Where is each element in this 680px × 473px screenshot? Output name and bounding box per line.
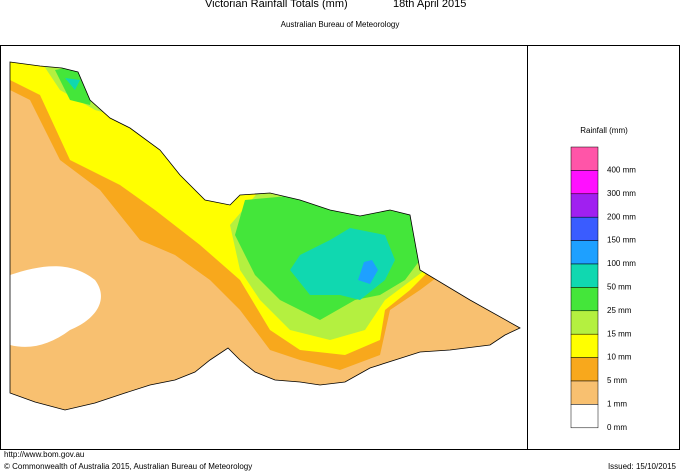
legend-title: Rainfall (mm): [580, 126, 628, 135]
legend-swatch: [570, 357, 599, 382]
title: Victorian Rainfall Totals (mm): [205, 0, 348, 10]
legend-swatch: [570, 333, 599, 358]
legend-label: 1 mm: [607, 400, 627, 409]
legend-swatch: [570, 240, 599, 265]
legend-swatch: [570, 287, 599, 312]
copyright: © Commonwealth of Australia 2015, Austra…: [4, 462, 252, 471]
state-border: [9, 61, 521, 411]
legend-swatch: [570, 263, 599, 288]
legend-label: 100 mm: [607, 259, 636, 268]
zone-blue: [358, 260, 378, 284]
legend-label: 0 mm: [607, 423, 627, 432]
url: http://www.bom.gov.au: [4, 450, 84, 459]
legend-label: 400 mm: [607, 166, 636, 175]
legend-label: 50 mm: [607, 283, 632, 292]
legend-swatch: [570, 170, 599, 195]
legend-swatch: [570, 193, 599, 218]
legend-label: 200 mm: [607, 212, 636, 221]
zone-white: [10, 266, 101, 347]
rainfall-map: [10, 62, 520, 410]
legend-swatch: [570, 380, 599, 405]
date: 18th April 2015: [393, 0, 466, 10]
legend-swatch: [570, 146, 599, 171]
legend-label: 15 mm: [607, 329, 632, 338]
legend-label: 150 mm: [607, 236, 636, 245]
legend-label: 5 mm: [607, 376, 627, 385]
subtitle: Australian Bureau of Meteorology: [281, 20, 400, 29]
legend-label: 300 mm: [607, 189, 636, 198]
issued: Issued: 15/10/2015: [608, 462, 677, 471]
legend-swatch: [570, 404, 599, 429]
legend-label: 25 mm: [607, 306, 632, 315]
legend-swatch: [570, 216, 599, 241]
legend-swatch: [570, 310, 599, 335]
legend-label: 10 mm: [607, 353, 632, 362]
legend: Rainfall (mm) 400 mm 300 mm 200 mm 150 mm 10…: [570, 126, 636, 432]
